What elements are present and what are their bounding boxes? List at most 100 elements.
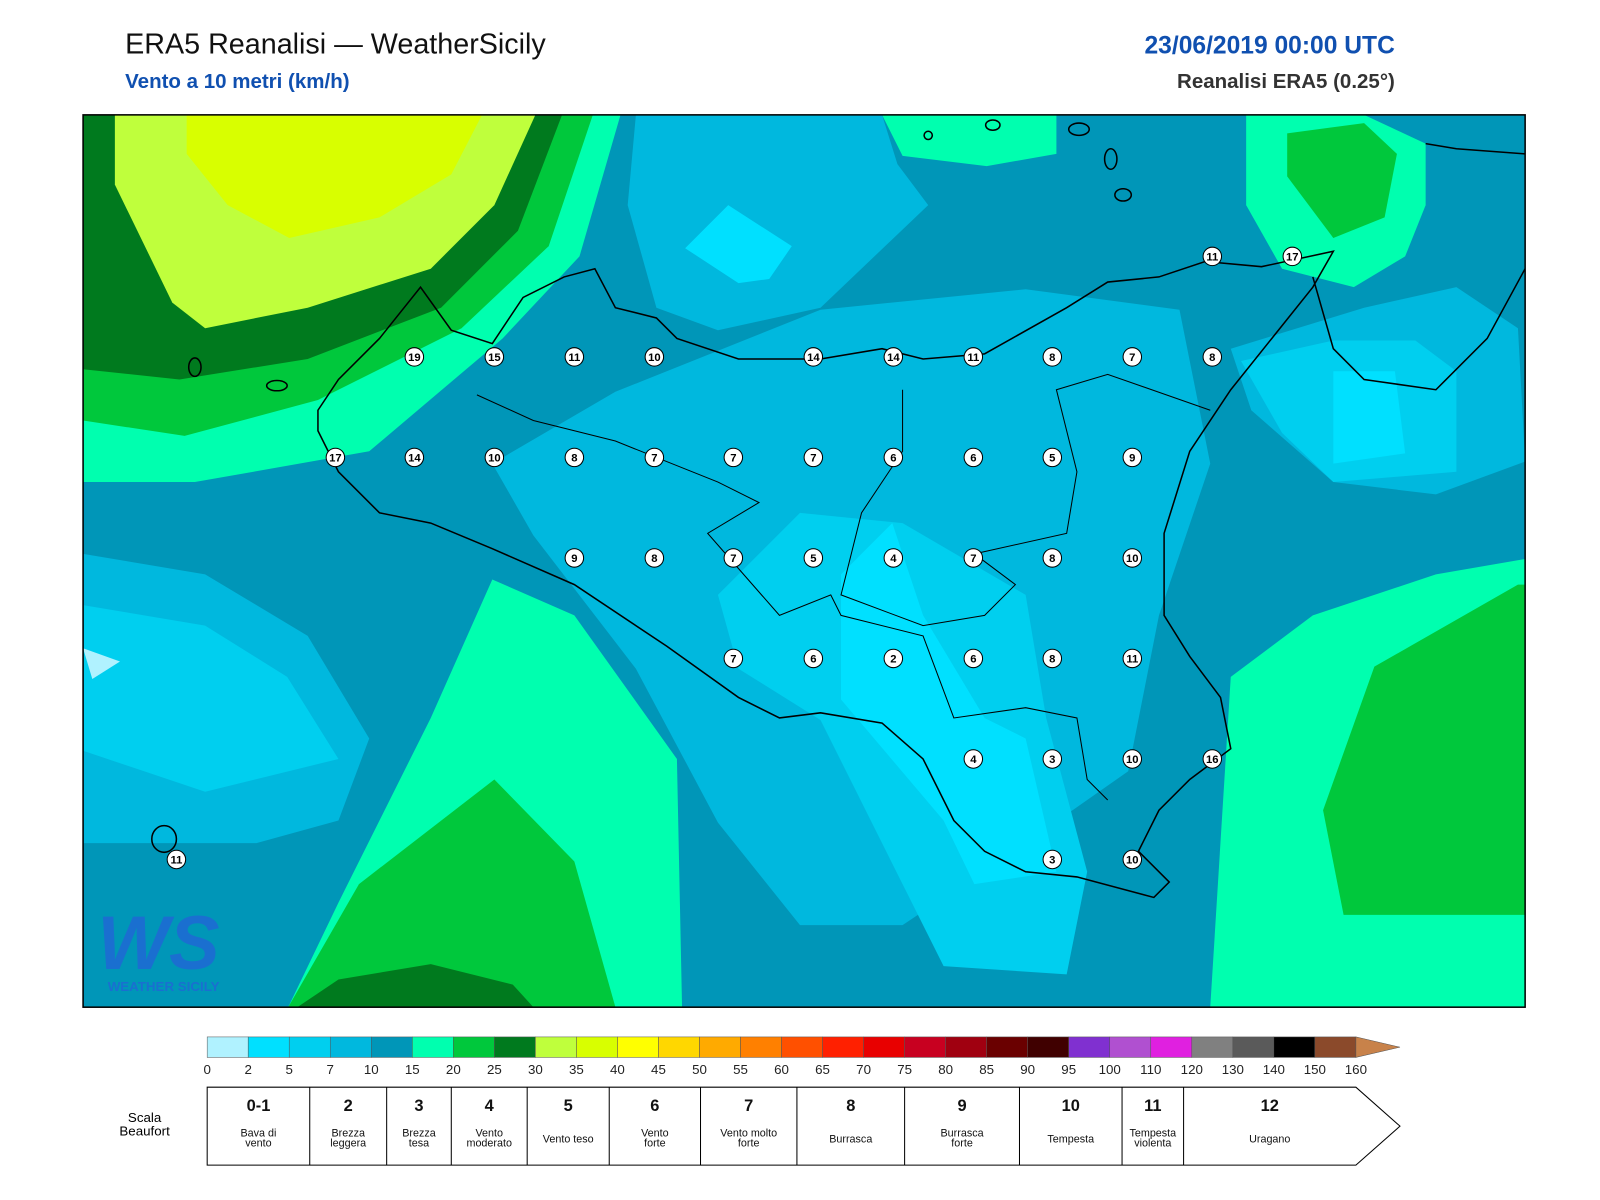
beaufort-force: 12	[1260, 1097, 1279, 1115]
beaufort-force: 9	[957, 1097, 967, 1115]
station-value: 11	[568, 352, 580, 364]
station-value: 7	[730, 654, 736, 666]
beaufort-name: Vento forte	[641, 1127, 669, 1150]
map-frame	[82, 114, 1526, 1008]
date: 23/06/2019 00:00 UTC	[1144, 32, 1395, 59]
colorbar-segment	[740, 1036, 782, 1058]
colorbar-segment	[371, 1036, 413, 1058]
station-marker	[1042, 548, 1063, 568]
station-marker	[1122, 648, 1143, 669]
beaufort-force: 10	[1061, 1097, 1080, 1115]
colorbar-arrow	[1355, 1036, 1401, 1058]
beaufort-level: 4 Vento moderato	[451, 1097, 527, 1151]
colorbar-tick-label: 45	[651, 1062, 666, 1077]
beaufort-name: Vento teso	[542, 1133, 594, 1146]
colorbar-tick-label: 20	[446, 1062, 461, 1077]
station-marker	[723, 648, 744, 669]
beaufort-level: 5 Vento teso	[527, 1097, 609, 1147]
station-marker	[963, 447, 984, 468]
colorbar-tick-label: 60	[774, 1062, 789, 1077]
station-marker	[1282, 246, 1303, 267]
logo-mark: WS	[97, 901, 219, 986]
station-value: 8	[1209, 352, 1215, 364]
colorbar-segment	[1068, 1036, 1110, 1058]
station-marker	[404, 447, 425, 468]
beaufort-name: Brezza leggera	[330, 1127, 367, 1150]
logo: WS WEATHER SICILY	[97, 901, 219, 994]
colorbar-tick-label: 40	[610, 1062, 625, 1077]
colorbar-segment	[945, 1036, 987, 1058]
beaufort-force: 7	[744, 1097, 754, 1115]
station-value: 14	[408, 453, 421, 465]
station-marker	[803, 648, 824, 669]
beaufort-level: 9 Burrasca forte	[905, 1097, 1020, 1151]
colorbar-tick-label: 120	[1181, 1062, 1203, 1077]
colorbar-segment	[1150, 1036, 1193, 1058]
colorbar-segment	[576, 1036, 618, 1058]
beaufort-force: 0-1	[246, 1097, 271, 1115]
station-value: 8	[651, 553, 657, 565]
colorbar-segment	[453, 1036, 495, 1058]
beaufort-name: Vento moderato	[466, 1127, 512, 1150]
colorbar: 0 2 5 7 10 15 20 25 30 35 40 45 50 55 60 65 70 75 80 85 90 95…	[203, 1036, 1401, 1077]
beaufort-force: 11	[1144, 1097, 1162, 1115]
colorbar-segment	[206, 1036, 249, 1058]
station-value: 3	[1049, 754, 1055, 766]
station-value: 6	[970, 654, 976, 666]
colorbar-segment	[822, 1036, 864, 1058]
station-value: 8	[1049, 352, 1055, 364]
station-value: 7	[1129, 352, 1135, 364]
beaufort-name: Tempesta violenta	[1129, 1127, 1177, 1150]
beaufort-level: 7 Vento molto forte	[701, 1097, 797, 1151]
station-marker	[883, 548, 904, 568]
station-marker	[723, 548, 744, 568]
beaufort-separators	[309, 1087, 1185, 1166]
colorbar-tick-label: 2	[244, 1062, 251, 1077]
station-value: 17	[329, 453, 342, 465]
station-value: 7	[651, 453, 657, 465]
station-value: 6	[970, 453, 976, 465]
station-value: 9	[571, 553, 577, 565]
colorbar-tick-label: 80	[938, 1062, 953, 1077]
station-value: 19	[408, 352, 421, 364]
beaufort-name: Burrasca forte	[940, 1127, 984, 1150]
station-value: 5	[1049, 453, 1055, 465]
colorbar-tick-label: 90	[1020, 1062, 1035, 1077]
station-marker	[564, 548, 585, 568]
station-marker	[963, 648, 984, 669]
colorbar-tick-label: 85	[979, 1062, 994, 1077]
station-marker	[1122, 548, 1143, 568]
station-value: 11	[170, 855, 182, 867]
colorbar-tick-label: 10	[364, 1062, 379, 1077]
colorbar-tick-label: 55	[733, 1062, 748, 1077]
station-marker	[1122, 749, 1143, 769]
source: Reanalisi ERA5 (0.25°)	[1177, 70, 1395, 93]
beaufort-name: Vento molto forte	[720, 1127, 778, 1150]
beaufort-name: Uragano	[1249, 1133, 1291, 1146]
beaufort-level: 10 Tempesta	[1019, 1097, 1122, 1147]
station-value: 16	[1206, 754, 1219, 766]
station-marker	[564, 447, 585, 468]
station-marker	[883, 447, 904, 468]
station-value: 6	[890, 453, 896, 465]
station-marker	[484, 347, 505, 367]
colorbar-tick-label: 150	[1304, 1062, 1326, 1077]
station-marker	[963, 548, 984, 568]
station-marker	[963, 347, 984, 367]
colorbar-tick-label: 95	[1061, 1062, 1076, 1077]
station-value: 7	[730, 553, 736, 565]
colorbar-tick-label: 25	[487, 1062, 502, 1077]
beaufort-level: 3 Brezza tesa	[387, 1097, 452, 1151]
colorbar-segment	[781, 1036, 823, 1058]
colorbar-tick-label: 140	[1263, 1062, 1285, 1077]
beaufort-force: 5	[563, 1097, 573, 1115]
station-value: 3	[1049, 855, 1055, 867]
station-marker	[803, 548, 824, 568]
beaufort-frame	[206, 1086, 1401, 1166]
station-value: 7	[970, 553, 976, 565]
colorbar-segment	[329, 1036, 372, 1058]
station-marker	[1042, 648, 1063, 669]
